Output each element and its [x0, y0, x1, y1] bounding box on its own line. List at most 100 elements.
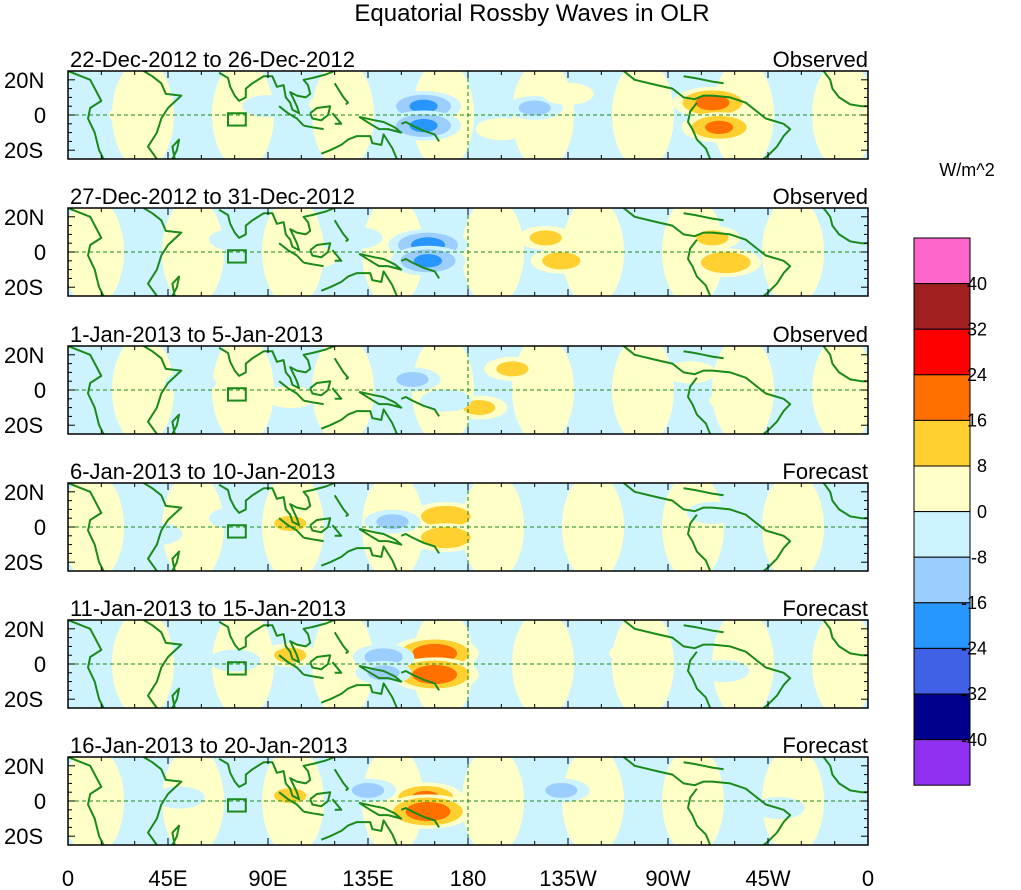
y-tick-label: 20S — [4, 824, 43, 849]
anomaly-contour — [131, 522, 183, 546]
anomaly-feature — [364, 509, 421, 534]
coastline — [683, 761, 724, 771]
coastline — [278, 517, 305, 539]
x-tick-label: 135W — [539, 866, 597, 890]
anomaly-feature — [420, 389, 472, 412]
weak-anomaly-band — [512, 346, 574, 434]
anomaly-contour — [413, 254, 443, 268]
y-tick-label: 20S — [4, 687, 43, 712]
coastline — [320, 270, 398, 296]
coastline — [822, 71, 868, 108]
anomaly-feature — [153, 786, 205, 809]
weak-anomaly-band — [462, 483, 524, 571]
x-tick-label: 0 — [62, 866, 74, 890]
coastline — [687, 102, 712, 159]
panel-3: 20N 0 20S 1-Jan-2013 to 5-Jan-2013 Observed — [4, 322, 869, 438]
y-tick-label: 20N — [4, 617, 44, 642]
panel-period-label: 16-Jan-2013 to 20-Jan-2013 — [70, 733, 348, 758]
anomaly-contour — [209, 507, 261, 530]
coastline — [143, 208, 183, 296]
anomaly-contour — [545, 782, 578, 798]
coastline — [218, 208, 336, 252]
colorbar-swatch — [913, 374, 971, 421]
coastline — [278, 242, 305, 264]
weak-anomaly-band — [512, 620, 574, 708]
coastline — [68, 346, 105, 434]
coastline — [333, 494, 349, 518]
coastlines — [68, 346, 868, 434]
panel-kind-label: Observed — [773, 47, 868, 72]
coastline — [68, 620, 105, 708]
panel-period-label: 22-Dec-2012 to 26-Dec-2012 — [70, 47, 355, 72]
coastline — [171, 275, 181, 296]
coastline — [320, 819, 398, 845]
colorbar-level-label: 32 — [967, 319, 987, 339]
colorbar-level-label: 40 — [967, 274, 987, 294]
coastline — [143, 346, 183, 434]
coastline — [68, 757, 105, 845]
weak-anomaly-band — [162, 208, 224, 296]
coastline — [303, 673, 324, 680]
anomaly-contour — [463, 400, 496, 416]
coastline — [822, 483, 868, 520]
anomaly-contour — [420, 526, 471, 549]
y-tick-label: 0 — [34, 240, 46, 265]
colorbar: W/m^2 40 32 24 16 8 0 -8 -16 -24 -32 -40 — [913, 160, 995, 786]
anomaly-feature — [384, 367, 441, 392]
anomaly-feature — [131, 522, 183, 546]
anomaly-contour — [409, 99, 438, 113]
anomaly-contour — [542, 252, 581, 270]
y-tick-label: 20S — [4, 413, 43, 438]
anomaly-contour — [542, 82, 594, 105]
coastline — [333, 219, 349, 243]
coastline — [320, 545, 398, 571]
coastline — [303, 536, 324, 543]
anomaly-contour — [700, 251, 751, 274]
colorbar-level-label: -24 — [961, 639, 987, 659]
coastline — [218, 71, 336, 115]
anomaly-feature — [309, 93, 361, 116]
anomaly-contour — [529, 230, 562, 246]
anomaly-contour — [209, 228, 261, 251]
anomaly-feature — [517, 225, 574, 250]
coastline — [303, 399, 324, 406]
region-box — [227, 661, 247, 676]
coastline — [320, 682, 398, 708]
coastline — [68, 208, 105, 296]
anomaly-contour — [412, 664, 458, 685]
coastline — [333, 768, 349, 792]
coastline — [358, 527, 403, 546]
anomaly-contour — [709, 389, 761, 412]
coastline — [218, 620, 336, 664]
anomaly-contour — [209, 649, 261, 672]
anomaly-feature — [697, 659, 750, 683]
colorbar-swatch — [913, 419, 971, 467]
coastline — [143, 483, 183, 571]
coastline — [333, 357, 349, 381]
coastline — [622, 483, 792, 571]
y-tick-label: 0 — [34, 515, 46, 540]
colorbar-swatch — [913, 602, 971, 649]
anomaly-field — [112, 620, 868, 708]
colorbar-swatch — [913, 647, 971, 695]
coastline — [822, 208, 868, 245]
panels: 20N 0 20S 22-Dec-2012 to 26-Dec-2012 Observe… — [4, 47, 869, 849]
weak-anomaly-band — [162, 483, 224, 571]
colorbar-swatch — [913, 511, 971, 558]
coastline — [303, 261, 324, 268]
coastline — [143, 620, 183, 708]
anomaly-feature — [484, 356, 541, 381]
x-axis: 0 45E 90E 135E 180 135W 90W 45W 0 — [62, 866, 874, 890]
x-tick-label: 0 — [862, 866, 874, 890]
coastlines — [68, 208, 868, 296]
weak-anomaly-band — [462, 757, 524, 845]
coastline — [358, 664, 403, 683]
anomaly-field — [68, 208, 824, 296]
coastline — [358, 390, 403, 409]
coastline — [622, 757, 792, 845]
region-box — [227, 798, 247, 813]
colorbar-level-label: 16 — [967, 411, 987, 431]
anomaly-contour — [697, 659, 750, 683]
anomaly-contour — [396, 371, 429, 387]
